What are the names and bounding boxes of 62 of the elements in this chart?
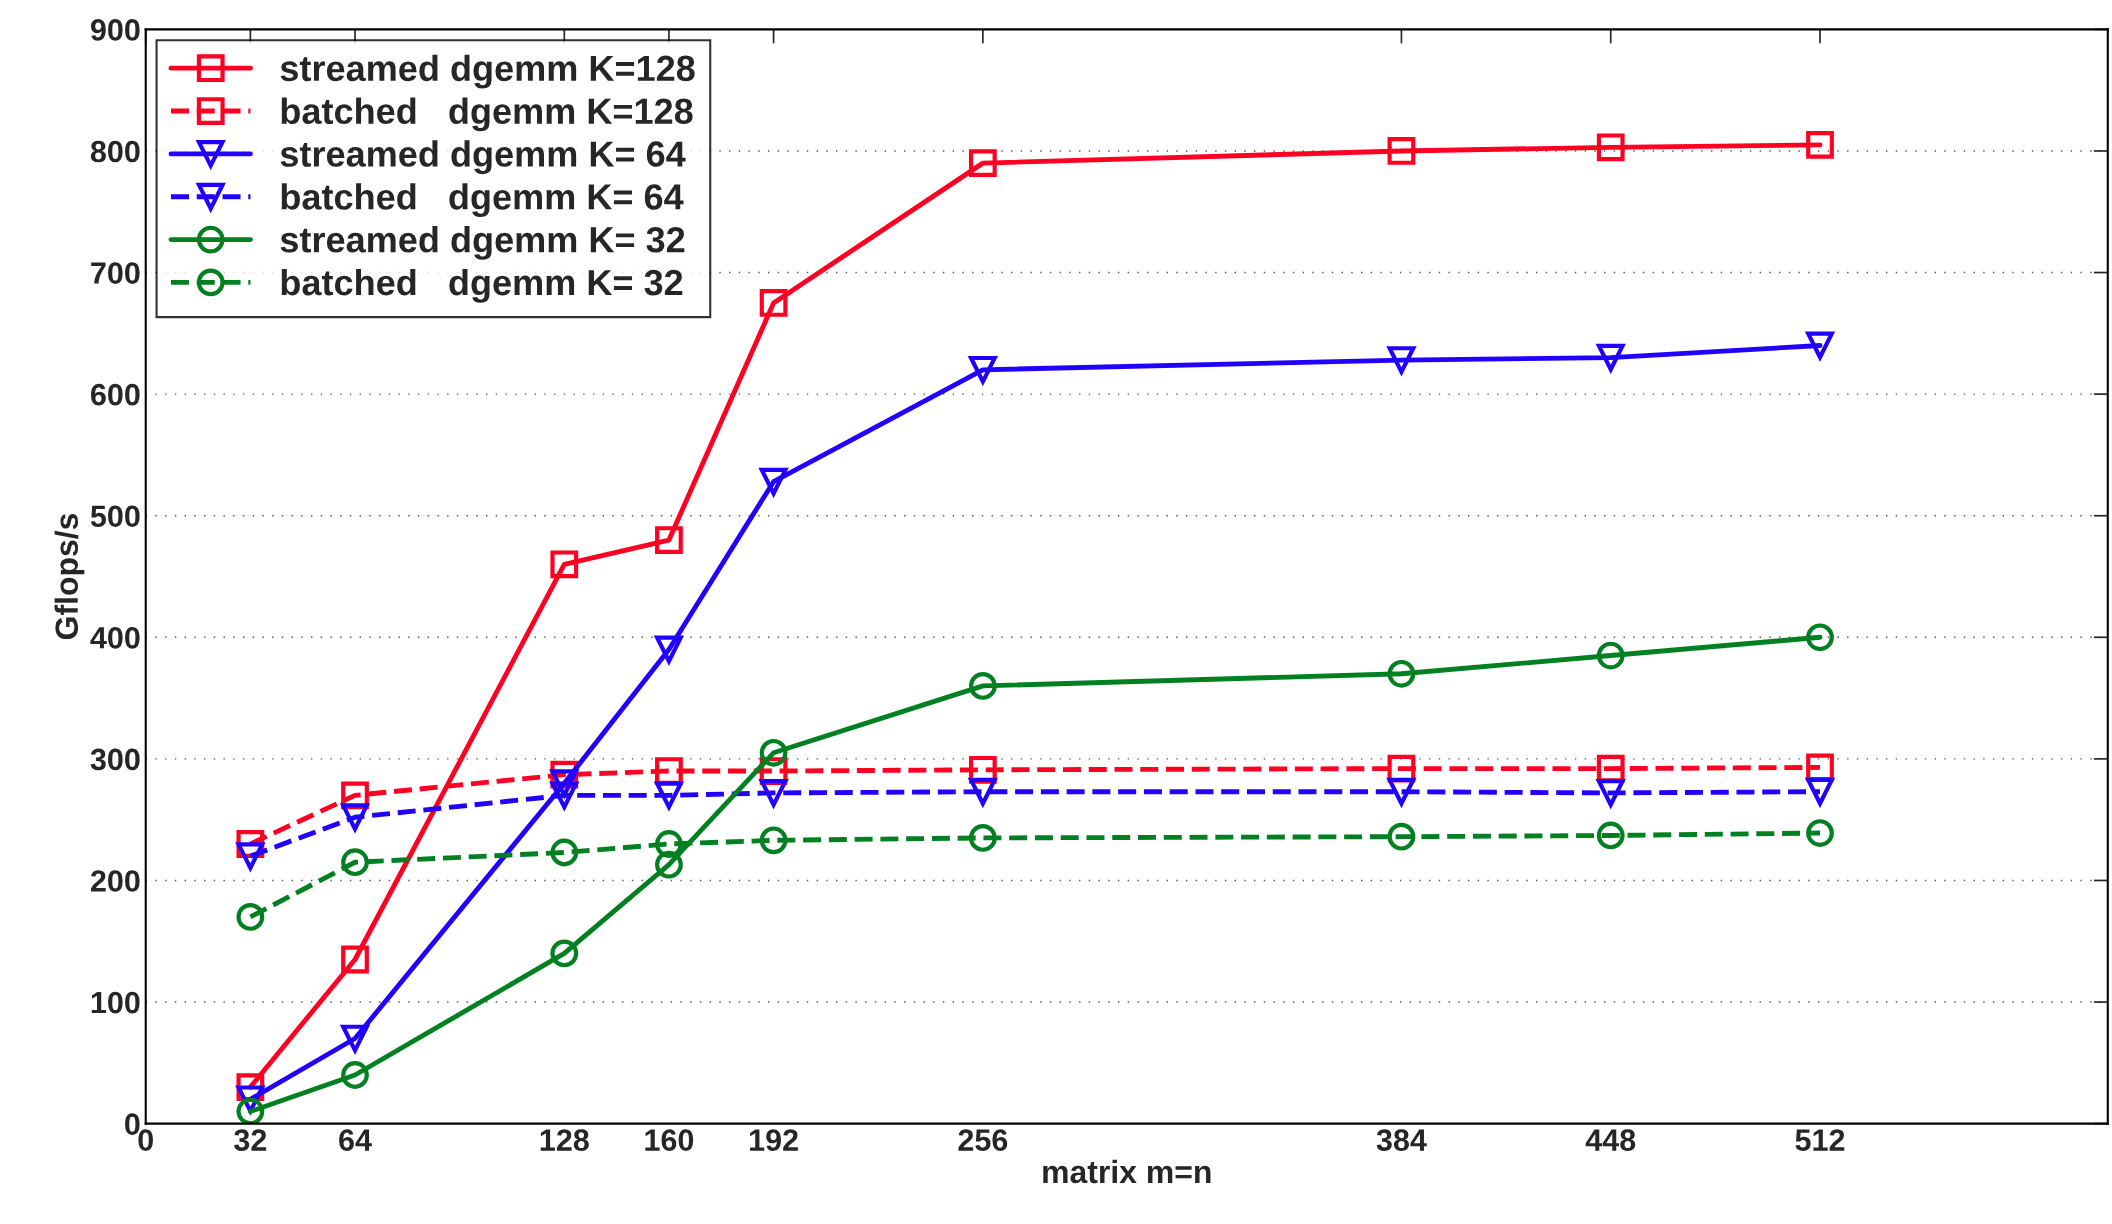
point xyxy=(1387,822,1416,851)
point xyxy=(759,826,788,855)
point xyxy=(759,738,788,767)
x-tick-label: 192 xyxy=(750,1129,798,1151)
point xyxy=(653,781,684,812)
point xyxy=(549,769,580,800)
point xyxy=(968,149,997,178)
y-tick-label: 300 xyxy=(90,748,140,771)
x-tick-label: 256 xyxy=(958,1129,1008,1151)
point xyxy=(655,526,683,554)
point xyxy=(340,1024,370,1055)
y-tick-label: 200 xyxy=(90,870,140,892)
legend-label: batched dgemm K=128 xyxy=(281,97,693,132)
x-tick-label: 160 xyxy=(645,1129,694,1151)
x-tick-label: 448 xyxy=(1585,1129,1636,1151)
point xyxy=(341,1061,369,1089)
y-tick-label: 400 xyxy=(90,627,140,649)
point xyxy=(235,842,266,873)
point xyxy=(1806,130,1834,159)
point xyxy=(1596,641,1625,670)
y-tick-label: 900 xyxy=(90,19,140,41)
point xyxy=(341,945,369,974)
x-tick-label: 128 xyxy=(540,1129,589,1151)
point xyxy=(236,903,265,931)
point xyxy=(1806,819,1834,847)
point xyxy=(550,838,579,867)
legend-label: streamed dgemm K= 32 xyxy=(280,226,685,260)
point xyxy=(653,635,684,666)
point xyxy=(1596,343,1625,372)
point xyxy=(236,1097,265,1124)
y-tick-label: 500 xyxy=(90,505,140,528)
point xyxy=(1387,659,1416,688)
legend-label: streamed dgemm K=128 xyxy=(280,54,695,89)
point xyxy=(549,781,580,812)
point xyxy=(339,803,371,834)
point xyxy=(655,830,683,858)
point xyxy=(759,289,788,317)
y-tick-label: 0 xyxy=(125,1113,140,1135)
x-tick-label: 64 xyxy=(339,1129,372,1151)
y-tick-label: 100 xyxy=(91,991,140,1014)
point xyxy=(1387,137,1416,165)
point xyxy=(550,550,579,579)
point xyxy=(1596,133,1625,162)
legend-label: batched dgemm K= 32 xyxy=(281,268,683,303)
point xyxy=(341,848,369,877)
x-tick-label: 384 xyxy=(1376,1129,1427,1151)
y-tick-label: 600 xyxy=(91,383,140,406)
point xyxy=(968,672,997,700)
point xyxy=(655,850,683,879)
x-tick-label: 512 xyxy=(1795,1129,1845,1151)
x-tick-label: 32 xyxy=(234,1129,267,1151)
point xyxy=(1806,623,1834,652)
point xyxy=(1596,821,1625,850)
y-tick-label: 800 xyxy=(90,140,140,163)
point xyxy=(1804,331,1836,362)
y-tick-label: 700 xyxy=(91,262,140,284)
y-axis-title: Gflops/s xyxy=(54,513,85,640)
point xyxy=(550,939,579,968)
legend-label: batched dgemm K= 64 xyxy=(281,183,684,218)
point xyxy=(968,824,997,852)
x-axis-title: matrix m=n xyxy=(1043,1159,1211,1184)
legend-label: streamed dgemm K= 64 xyxy=(280,140,686,175)
